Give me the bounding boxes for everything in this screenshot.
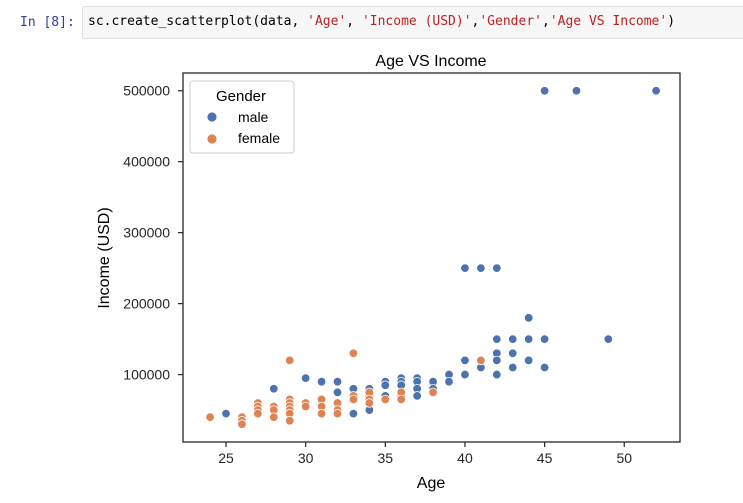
code-string-token: 'Age VS Income' <box>549 14 668 29</box>
y-axis-label: Income (USD) <box>96 207 113 308</box>
x-tick-label: 50 <box>616 450 632 466</box>
data-point-male <box>412 391 422 401</box>
data-point-female <box>348 394 359 405</box>
data-point-male <box>460 369 470 380</box>
legend-marker-female <box>206 133 218 145</box>
code-string-token: 'Age' <box>307 14 347 29</box>
data-point-male <box>571 86 582 96</box>
code-token: , <box>471 14 480 29</box>
x-tick-label: 40 <box>457 450 473 466</box>
data-point-male <box>492 334 502 344</box>
data-point-male <box>492 263 502 273</box>
data-point-female <box>348 348 359 358</box>
legend-label-female: female <box>238 130 280 146</box>
x-tick-label: 25 <box>218 450 234 466</box>
x-tick-label: 35 <box>378 450 394 466</box>
data-point-male <box>444 376 454 387</box>
data-point-female <box>237 419 247 429</box>
data-point-female <box>364 398 375 408</box>
legend: Gender male female <box>189 80 295 154</box>
code-string-token: 'Gender' <box>479 14 542 29</box>
code-token: , <box>541 14 550 29</box>
data-point-male <box>300 373 311 383</box>
plot-frame <box>182 72 681 443</box>
x-axis: 25 30 35 40 45 50 <box>218 442 632 466</box>
y-tick-label: 200000 <box>123 296 170 312</box>
data-point-female <box>428 387 438 398</box>
data-point-male <box>603 334 614 344</box>
code-token: , <box>346 14 362 29</box>
code-cell-input[interactable]: sc.create_scatterplot(data, 'Age', 'Inco… <box>82 6 743 39</box>
y-tick-label: 300000 <box>123 225 170 241</box>
x-axis-label: Age <box>417 475 446 492</box>
data-point-male <box>460 355 470 366</box>
data-point-female <box>300 401 311 412</box>
data-point-male <box>348 408 359 419</box>
data-point-male <box>332 387 343 398</box>
legend-marker-male <box>206 111 218 123</box>
data-point-female <box>269 412 279 422</box>
y-axis: 100000 200000 300000 400000 500000 <box>123 83 183 383</box>
y-tick-label: 400000 <box>123 154 170 170</box>
data-point-male <box>539 86 550 96</box>
x-tick-label: 45 <box>537 450 553 466</box>
code-token: ) <box>667 14 676 29</box>
data-point-female <box>332 408 343 419</box>
data-point-male <box>476 263 486 273</box>
data-point-female <box>396 394 406 405</box>
data-point-female <box>285 416 295 426</box>
data-point-male <box>269 384 279 394</box>
legend-title: Gender <box>216 88 266 105</box>
data-point-male <box>508 348 518 358</box>
data-point-male <box>332 376 343 387</box>
x-tick-label: 30 <box>298 450 314 466</box>
data-point-male <box>492 355 502 366</box>
data-point-female <box>316 408 327 419</box>
data-point-male <box>523 334 534 344</box>
data-points <box>205 86 661 429</box>
legend-label-male: male <box>238 109 269 125</box>
data-point-female <box>285 355 295 366</box>
data-point-male <box>523 355 534 366</box>
data-point-male <box>651 86 661 96</box>
data-point-male <box>380 380 391 390</box>
data-point-male <box>492 369 502 380</box>
data-point-male <box>460 263 470 273</box>
data-point-male <box>316 376 327 387</box>
y-tick-label: 500000 <box>123 83 170 99</box>
data-point-female <box>476 355 486 366</box>
y-tick-label: 100000 <box>123 367 170 383</box>
code-string-token: 'Income (USD)' <box>361 14 472 29</box>
legend-box <box>189 80 295 154</box>
data-point-female <box>253 408 263 419</box>
data-point-female <box>380 394 391 405</box>
data-point-female <box>205 412 215 422</box>
data-point-male <box>523 313 534 323</box>
chart-title: Age VS Income <box>375 53 486 70</box>
data-point-male <box>508 362 518 373</box>
cell-prompt: In [8]: <box>20 15 75 30</box>
data-point-male <box>508 334 518 344</box>
data-point-male <box>539 334 550 344</box>
data-point-male <box>539 362 550 373</box>
data-point-male <box>221 408 231 419</box>
scatter-chart: Age VS Income 25 30 35 40 45 50 100000 200000 3… <box>96 53 681 492</box>
code-token: sc.create_scatterplot(data, <box>88 14 308 29</box>
